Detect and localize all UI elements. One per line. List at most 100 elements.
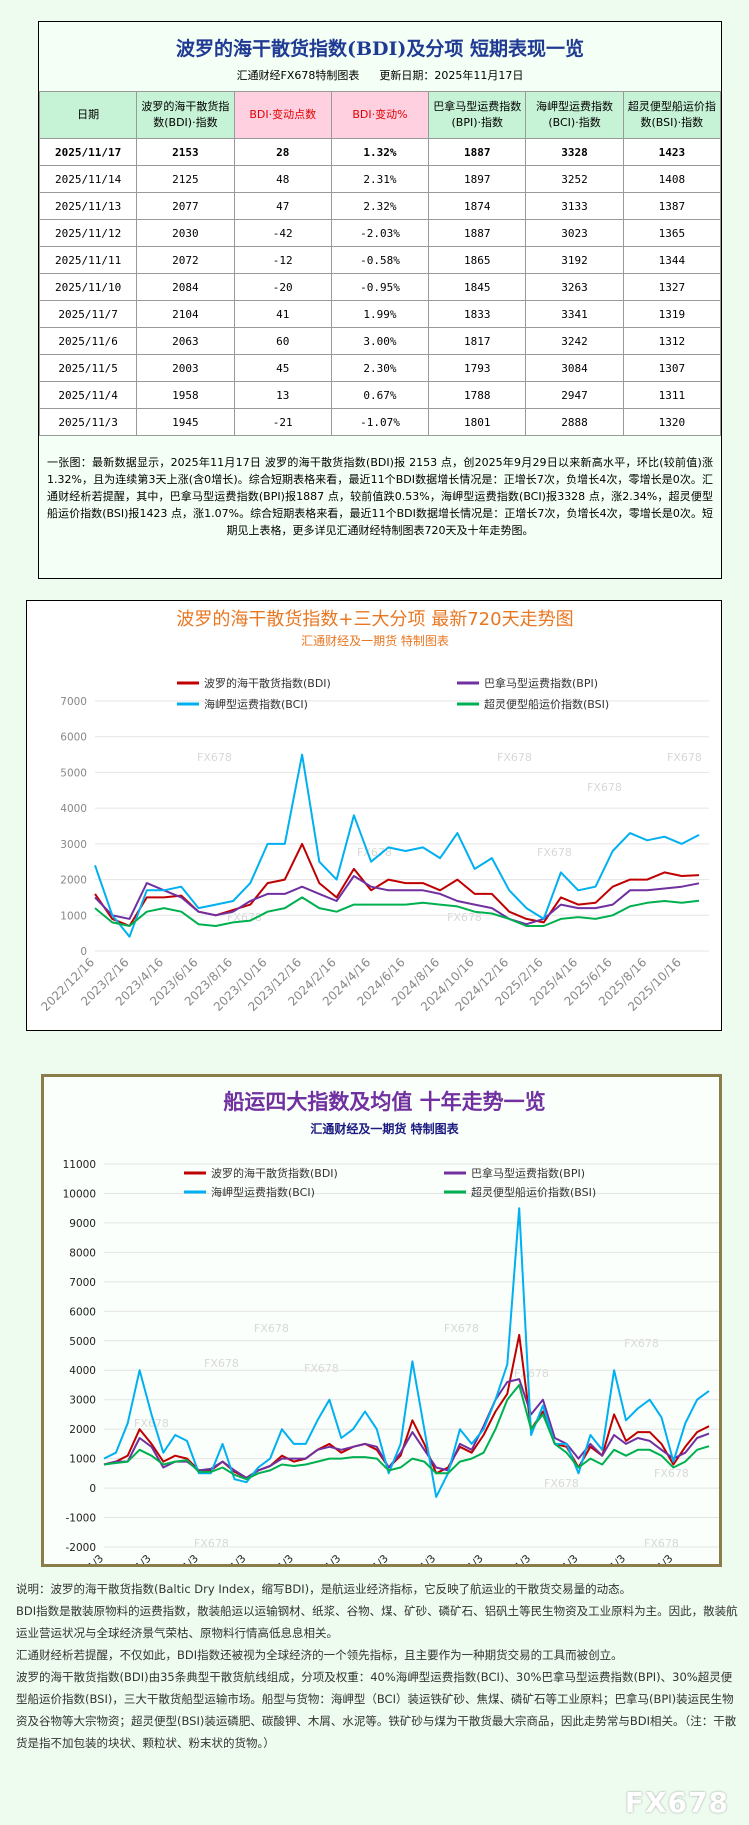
table-cell: -2.03% [330,219,430,247]
table-row: 2025/11/4 1958 13 0.67% 1788 2947 1311 [38,381,722,409]
table-row: 2025/11/5 2003 45 2.30% 1793 3084 1307 [38,354,722,382]
logo: FX678 [624,1786,729,1819]
table-cell: -20 [233,273,332,301]
table-cell: -12 [233,246,332,274]
table-cell: 3341 [525,300,624,328]
x-tick-label: 2020/1/3 [396,1553,438,1567]
summary-panel: 波罗的海干散货指数(BDI)及分项 短期表现一览 汇通财经FX678特制图表 更新… [38,21,722,579]
table-cell: 1423 [622,138,722,166]
table-cell: 2077 [136,192,235,220]
y-tick-label: 11000 [63,1159,96,1171]
y-tick-label: 0 [80,946,87,958]
watermark: FX678 [194,1537,229,1550]
table-cell: 41 [233,300,332,328]
watermark: FX678 [667,751,702,764]
table-cell: 3263 [525,273,624,301]
table-cell: 60 [233,327,332,355]
table-cell: 1897 [428,165,527,193]
legend-label: 巴拿马型运费指数(BPI) [471,1166,585,1180]
table-cell: 3252 [525,165,624,193]
y-tick-label: 10000 [63,1188,96,1200]
column-header: 日期 [38,91,138,139]
table-cell: 2025/11/4 [38,381,138,409]
x-tick-label: 2018/1/3 [302,1553,344,1567]
y-tick-label: 5000 [60,767,87,779]
table-cell: 1801 [428,408,527,436]
y-tick-label: 3000 [69,1395,96,1407]
y-tick-label: 8000 [69,1247,96,1259]
x-tick-label: 2016/1/3 [207,1553,249,1567]
watermark: FX678 [134,1417,169,1430]
watermark: FX678 [644,1537,679,1550]
y-tick-label: -2000 [65,1542,96,1554]
x-tick-label: 2015/1/3 [159,1553,201,1567]
table-cell: 1365 [622,219,722,247]
table-cell: 2153 [136,138,235,166]
table-cell: 2.30% [330,354,430,382]
table-row: 2025/11/6 2063 60 3.00% 1817 3242 1312 [38,327,722,355]
y-tick-label: 5000 [69,1336,96,1348]
table-cell: 3084 [525,354,624,382]
table-cell: 1.32% [330,138,430,166]
update-date: 更新日期：2025年11月17日 [379,69,524,82]
series-line [94,896,700,927]
table-row: 2025/11/12 2030 -42 -2.03% 1887 3023 1365 [38,219,722,247]
y-tick-label: 9000 [69,1218,96,1230]
table-cell: 2063 [136,327,235,355]
x-tick-label: 2019/1/3 [349,1553,391,1567]
title: 波罗的海干散货指数(BDI)及分项 短期表现一览 [175,38,585,60]
table-cell: 3242 [525,327,624,355]
y-tick-label: 7000 [69,1277,96,1289]
watermark: FX678 [654,1467,689,1480]
table-row: 2025/11/11 2072 -12 -0.58% 1865 3192 1344 [38,246,722,274]
table-cell: 2025/11/5 [38,354,138,382]
table-cell: 1874 [428,192,527,220]
table-cell: 1344 [622,246,722,274]
watermark: FX678 [227,911,262,924]
legend-label: 超灵便型船运价指数(BSI) [471,1185,596,1199]
table-cell: 2025/11/12 [38,219,138,247]
y-tick-label: 6000 [60,732,87,744]
table-cell: -0.58% [330,246,430,274]
table-cell: 47 [233,192,332,220]
y-tick-label: 6000 [69,1306,96,1318]
y-tick-label: 4000 [69,1365,96,1377]
table-row: 2025/11/13 2077 47 2.32% 1874 3133 1387 [38,192,722,220]
table-cell: 1311 [622,381,722,409]
table-cell: 2025/11/14 [38,165,138,193]
y-tick-label: 2000 [60,875,87,887]
table-cell: 2025/11/6 [38,327,138,355]
column-header: 超灵便型船运价指数(BSI)·指数 [622,91,722,139]
table-body: 2025/11/17 2153 28 1.32% 1887 3328 1423 2025/11… [38,138,722,436]
watermark: FX678 [254,1322,289,1335]
table-cell: 2084 [136,273,235,301]
subtitle-row: 汇通财经FX678特制图表 更新日期：2025年11月17日 [39,67,721,83]
table-cell: -42 [233,219,332,247]
summary: 一张图：最新数据显示，2025年11月17日 波罗的海干散货指数(BDI)报 2… [47,456,713,537]
table-cell: 3192 [525,246,624,274]
note: 波罗的海干散货指数(BDI)由35条典型干散货航线组成，分项及权重：40%海岬型… [16,1670,737,1750]
table-cell: -21 [233,408,332,436]
table-cell: 2025/11/13 [38,192,138,220]
table-cell: 1887 [428,138,527,166]
table-cell: 1958 [136,381,235,409]
watermark: FX678 [587,781,622,794]
legend-label: 波罗的海干散货指数(BDI) [211,1166,338,1180]
table-cell: 1793 [428,354,527,382]
y-tick-label: 4000 [60,803,87,815]
legend-label: 海岬型运费指数(BCI) [204,697,308,711]
table-cell: 2025/11/7 [38,300,138,328]
y-tick-label: 2000 [69,1424,96,1436]
x-tick-label: 2023/1/3 [539,1553,581,1567]
table-cell: 2947 [525,381,624,409]
table-cell: -0.95% [330,273,430,301]
watermark: FX678 [514,1367,549,1380]
table-row: 2025/11/14 2125 48 2.31% 1897 3252 1408 [38,165,722,193]
table-cell: 48 [233,165,332,193]
table-row: 2025/11/17 2153 28 1.32% 1887 3328 1423 [38,138,722,166]
header-row: 日期 波罗的海干散货指数(BDI)·指数 BDI·变动点数 BDI·变动% 巴拿马型运费… [38,91,722,139]
x-tick-label: 2014/1/3 [112,1553,154,1567]
table-cell: 3023 [525,219,624,247]
table-cell: 2888 [525,408,624,436]
